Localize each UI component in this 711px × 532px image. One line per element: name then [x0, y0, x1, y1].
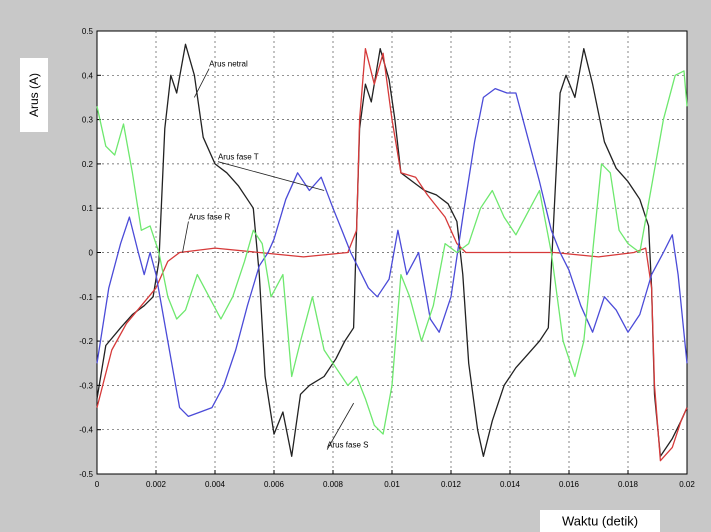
series: [96, 43, 688, 462]
annotation-label: Arus fase T: [218, 153, 259, 162]
y-axis-label: Arus (A): [27, 72, 41, 118]
y-tick-label: -0.3: [79, 381, 93, 390]
series-line-arus-fase-r: [96, 48, 688, 462]
y-tick-label: -0.2: [79, 337, 93, 346]
ylabel-box: [20, 58, 48, 132]
x-tick-label: 0.006: [264, 480, 285, 489]
annotation-arrow: [193, 68, 210, 98]
y-tick-label: 0.2: [82, 160, 94, 169]
annotations: Arus netral Arus fase T Arus fase R Arus fa…: [182, 60, 368, 450]
annotation-label: Arus netral: [209, 60, 248, 69]
xlabel-box: [540, 510, 660, 532]
x-tick-label: 0.016: [559, 480, 580, 489]
x-tick-label: 0.018: [618, 480, 639, 489]
series-line-arus-fase-s: [96, 70, 688, 435]
annotation-arrow: [326, 402, 354, 450]
y-tick-label: 0: [89, 249, 94, 258]
y-tick-label: -0.4: [79, 426, 93, 435]
x-tick-label: 0.02: [679, 480, 695, 489]
y-tick-label: 0.5: [82, 27, 94, 36]
annotation-label: Arus fase S: [327, 441, 368, 450]
x-tick-label: 0.01: [384, 480, 400, 489]
y-tick-label: -0.5: [79, 470, 93, 479]
axis-ticks: 0 0.002 0.004 0.006 0.008 0.01 0.012 0.014 0.016…: [79, 27, 695, 489]
x-tick-label: 0: [95, 480, 100, 489]
y-tick-label: 0.3: [82, 116, 94, 125]
series-line-arus-fase-t: [96, 87, 688, 418]
x-tick-label: 0.002: [146, 480, 167, 489]
y-tick-label: 0.4: [82, 71, 94, 80]
x-tick-label: 0.004: [205, 480, 226, 489]
x-tick-label: 0.008: [323, 480, 344, 489]
x-tick-label: 0.012: [441, 480, 462, 489]
x-axis-label: Waktu (detik): [561, 513, 639, 529]
annotation-arrow: [217, 161, 325, 191]
y-tick-label: -0.1: [79, 293, 93, 302]
x-tick-label: 0.014: [500, 480, 521, 489]
annotation-label: Arus fase R: [188, 212, 230, 221]
y-tick-label: 0.1: [82, 204, 94, 213]
annotation-arrow: [182, 221, 189, 253]
series-line-arus-netral: [96, 43, 688, 457]
